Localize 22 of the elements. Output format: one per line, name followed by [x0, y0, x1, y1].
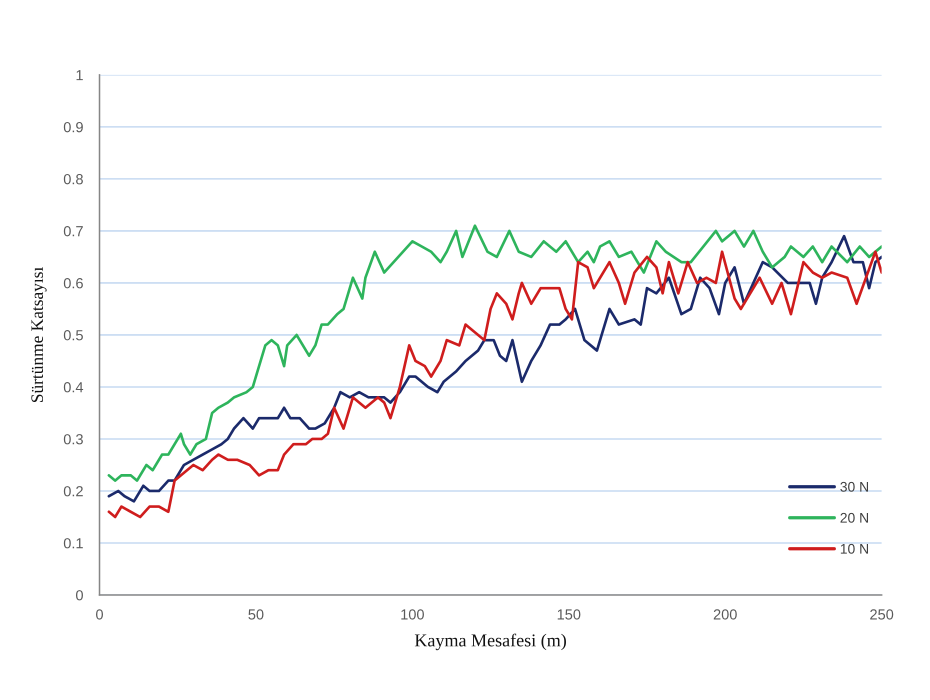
- y-tick-label: 0.5: [64, 330, 83, 340]
- x-tick-label: 150: [558, 609, 580, 620]
- x-tick-label: 100: [401, 609, 424, 620]
- x-tick-label: 250: [870, 609, 894, 620]
- y-tick-label: 0.8: [64, 174, 83, 184]
- legend-label: 20 N: [840, 512, 868, 523]
- y-tick-label: 0.6: [64, 278, 83, 288]
- legend-label: 30 N: [840, 482, 868, 492]
- y-tick-label: 0.3: [64, 434, 83, 444]
- y-tick-label: 0.7: [64, 226, 83, 236]
- x-tick-label: 200: [714, 609, 737, 620]
- x-tick-label: 50: [248, 609, 264, 620]
- y-axis-title: Sürtünme Katsayısı: [31, 267, 47, 402]
- y-tick-label: 0.4: [64, 382, 84, 392]
- y-tick-label: 0.9: [64, 122, 83, 132]
- x-tick-label: 0: [96, 609, 103, 620]
- y-tick-label: 0.1: [64, 538, 83, 548]
- legend-label: 10 N: [840, 544, 868, 554]
- y-tick-label: 0: [76, 590, 83, 600]
- y-tick-label: 1: [76, 70, 83, 80]
- x-axis-title: Kayma Mesafesi (m): [414, 634, 566, 650]
- y-tick-label: 0.2: [64, 486, 83, 496]
